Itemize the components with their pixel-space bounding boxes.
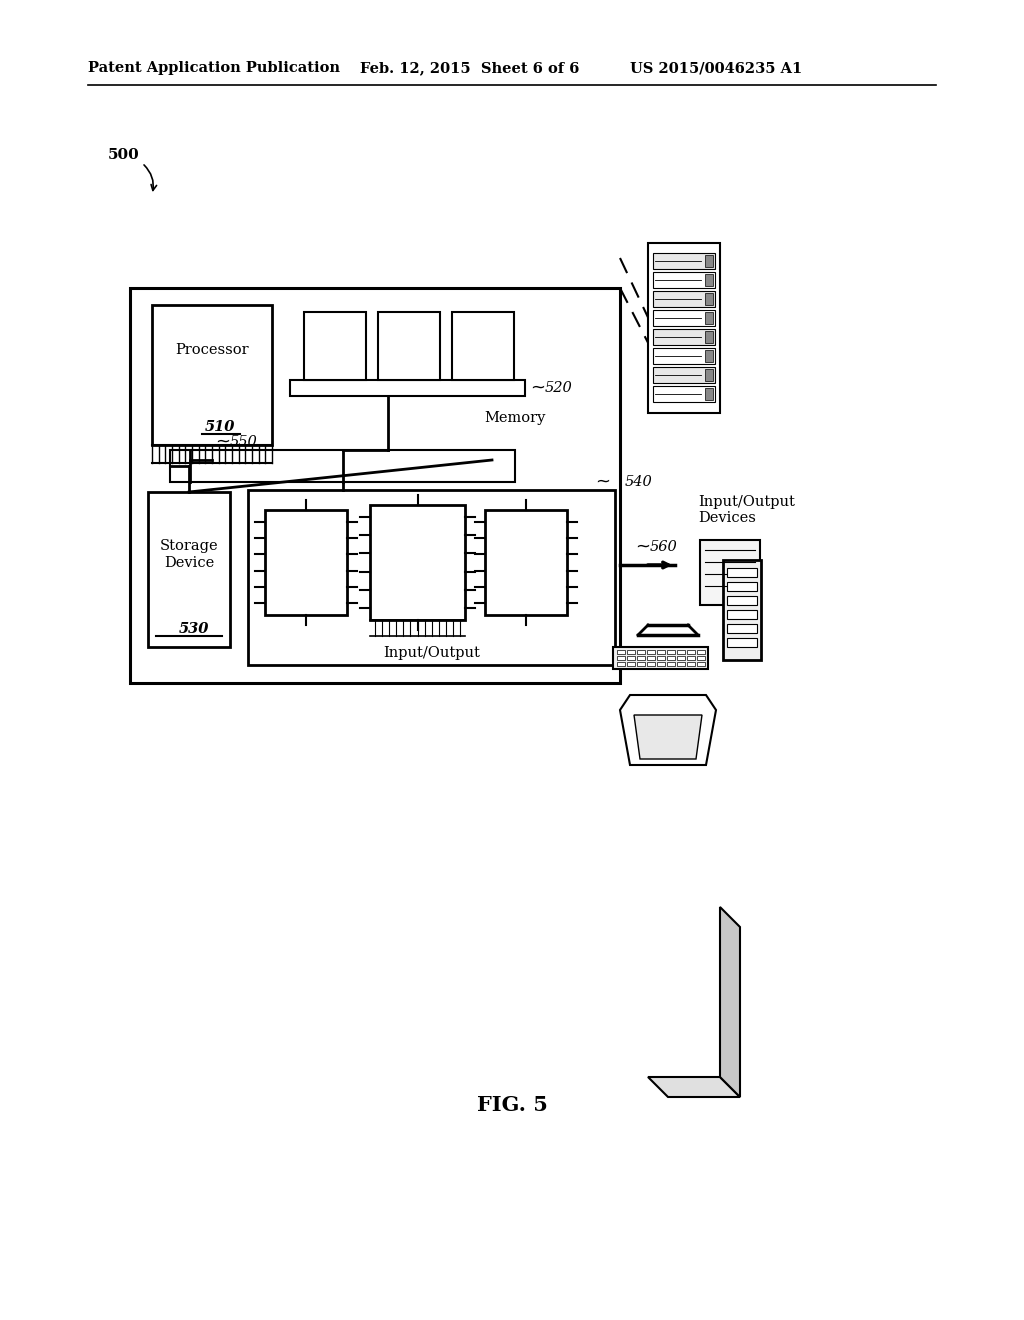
Bar [160, 297, 280, 437]
Bar [705, 255, 713, 267]
Text: 510: 510 [205, 420, 236, 434]
Text: 560: 560 [650, 540, 678, 554]
Bar [705, 293, 713, 305]
Bar [452, 312, 514, 380]
Bar [647, 663, 655, 667]
Text: 550: 550 [230, 436, 258, 449]
Text: 540: 540 [625, 475, 652, 488]
Bar [151, 488, 233, 644]
Text: Feb. 12, 2015  Sheet 6 of 6: Feb. 12, 2015 Sheet 6 of 6 [360, 61, 580, 75]
Bar [727, 582, 757, 591]
Text: FIG. 5: FIG. 5 [476, 1096, 548, 1115]
Bar [130, 288, 620, 682]
Text: Input/Output
Devices: Input/Output Devices [698, 495, 795, 525]
Bar [637, 656, 645, 660]
Bar [653, 290, 715, 308]
Bar [667, 649, 675, 653]
Bar [727, 638, 757, 647]
Bar [677, 656, 685, 660]
Bar [370, 506, 465, 620]
Text: Input/Output: Input/Output [383, 645, 480, 660]
Bar [265, 510, 347, 615]
Polygon shape [634, 715, 702, 759]
Text: 500: 500 [108, 148, 139, 162]
Text: Patent Application Publication: Patent Application Publication [88, 61, 340, 75]
Text: ~: ~ [595, 473, 610, 491]
Bar [687, 649, 695, 653]
Bar [727, 568, 757, 577]
Bar [657, 663, 665, 667]
Bar [697, 656, 705, 660]
Bar [627, 663, 635, 667]
Polygon shape [648, 1077, 740, 1097]
Bar [290, 380, 525, 396]
Bar [723, 560, 761, 660]
Bar [653, 329, 715, 345]
Polygon shape [620, 696, 716, 766]
Polygon shape [720, 907, 740, 1097]
Bar [617, 649, 625, 653]
Bar [304, 312, 366, 380]
Bar [705, 331, 713, 343]
Bar [653, 272, 715, 288]
Bar [727, 597, 757, 605]
Bar [627, 656, 635, 660]
Bar [648, 243, 720, 413]
Bar [637, 663, 645, 667]
Bar [627, 649, 635, 653]
Bar [152, 305, 272, 445]
Text: ~: ~ [530, 379, 545, 397]
Bar [705, 312, 713, 323]
Bar [657, 649, 665, 653]
Text: Processor: Processor [175, 343, 249, 356]
Bar [727, 610, 757, 619]
Bar [677, 649, 685, 653]
Bar [687, 656, 695, 660]
Bar [647, 649, 655, 653]
Bar [653, 310, 715, 326]
Bar [617, 663, 625, 667]
Bar [248, 490, 615, 665]
Bar [485, 510, 567, 615]
Bar [705, 370, 713, 381]
Text: 520: 520 [545, 381, 572, 395]
Text: Storage
Device: Storage Device [160, 540, 218, 570]
Text: Memory: Memory [484, 411, 546, 425]
Bar [637, 649, 645, 653]
Bar [727, 624, 757, 634]
Bar [667, 656, 675, 660]
Bar [653, 385, 715, 403]
Bar [705, 275, 713, 286]
Text: ~: ~ [635, 539, 650, 556]
Bar [647, 656, 655, 660]
Bar [677, 663, 685, 667]
Bar [613, 647, 708, 669]
Bar [697, 649, 705, 653]
Bar [653, 348, 715, 364]
Bar [653, 253, 715, 269]
Text: US 2015/0046235 A1: US 2015/0046235 A1 [630, 61, 802, 75]
Bar [667, 663, 675, 667]
Bar [705, 350, 713, 362]
Bar [657, 656, 665, 660]
Bar [687, 663, 695, 667]
Bar [705, 388, 713, 400]
Bar [653, 367, 715, 383]
Text: 530: 530 [179, 622, 209, 636]
Text: ~: ~ [215, 433, 230, 451]
Bar [617, 656, 625, 660]
Bar [154, 486, 236, 642]
Bar [148, 492, 230, 647]
Bar [697, 663, 705, 667]
Bar [378, 312, 440, 380]
Bar [700, 540, 760, 605]
Bar [170, 450, 515, 482]
